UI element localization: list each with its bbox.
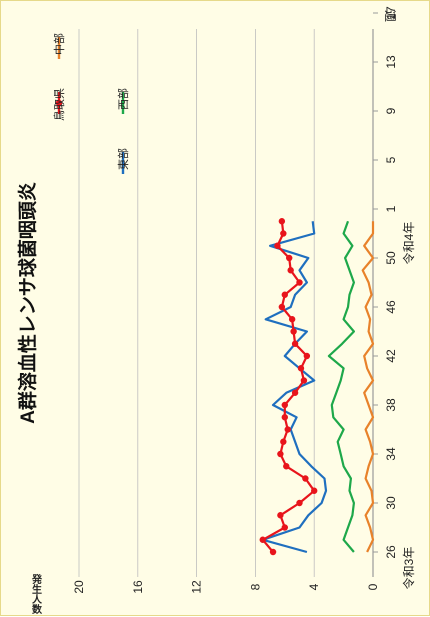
x-tick-label: 30 [384, 496, 398, 510]
y-axis-label: 発生人数 [30, 573, 43, 615]
y-tick-label: 8 [248, 583, 262, 590]
x-tick-label: 5 [384, 156, 398, 163]
y-tick-label: 12 [190, 580, 204, 594]
chart-title: A群溶血性レンサ球菌咽頭炎 [16, 182, 39, 424]
data-point [291, 340, 299, 347]
y-tick-labels: 0 4 8 12 16 20 [72, 580, 380, 594]
data-point [303, 352, 311, 360]
x-axis-label: 週 [383, 10, 397, 22]
data-point [281, 414, 288, 421]
data-point [280, 230, 287, 237]
x-tick-label: 42 [384, 349, 398, 363]
data-point [288, 316, 296, 323]
series-group [259, 218, 375, 556]
data-point [300, 377, 308, 384]
data-point [286, 254, 293, 262]
year-label-r4: 令和4年 [401, 222, 416, 265]
data-point [296, 499, 303, 507]
data-point [297, 365, 305, 372]
series-line [361, 221, 375, 553]
data-point [311, 487, 318, 494]
legend-marker [55, 99, 63, 107]
year-label-r3: 令和3年 [401, 547, 416, 590]
data-point [259, 536, 266, 543]
data-point [302, 475, 309, 482]
data-point [287, 267, 294, 274]
data-point [274, 242, 281, 249]
legend-label: 中部 [52, 33, 66, 55]
data-point [277, 512, 284, 519]
x-tick-label: 9 [384, 107, 398, 114]
data-point [284, 426, 291, 433]
plot-area [81, 29, 381, 577]
x-tick-label: 17 [384, 6, 398, 20]
x-tick-label: 50 [384, 251, 398, 265]
legend-item: 東部 [116, 148, 130, 174]
y-tick-label: 20 [72, 580, 86, 594]
legend-item: 鳥取県 [52, 88, 66, 121]
legend-label: 東部 [116, 148, 130, 170]
x-tick-labels: 2630343842465015913172125 [373, 6, 398, 559]
series-line [261, 221, 316, 553]
y-tick-label: 4 [307, 583, 321, 590]
legend-label: 鳥取県 [52, 88, 66, 121]
data-point [281, 401, 288, 409]
data-point [281, 291, 288, 298]
data-point [296, 279, 303, 286]
data-point [281, 524, 288, 531]
y-tick-label: 0 [366, 583, 380, 590]
data-point [269, 548, 277, 556]
data-point [283, 463, 290, 470]
x-tick-label: 34 [384, 447, 398, 461]
x-tick-label: 1 [384, 205, 398, 212]
data-point [277, 450, 284, 458]
legend-item: 中部 [52, 33, 66, 59]
data-point [290, 328, 297, 335]
legend-item: 西部 [116, 88, 130, 114]
data-point [280, 438, 287, 445]
x-tick-label: 13 [384, 55, 398, 69]
data-point [291, 389, 299, 396]
x-tick-label: 46 [384, 300, 398, 314]
series-line [327, 220, 355, 553]
data-point [278, 303, 286, 311]
y-tick-label: 16 [131, 580, 145, 594]
x-tick-label: 38 [384, 398, 398, 412]
legend-label: 西部 [116, 88, 130, 110]
data-point [278, 218, 286, 225]
grid-lines [78, 29, 374, 577]
x-tick-label: 26 [384, 545, 398, 559]
